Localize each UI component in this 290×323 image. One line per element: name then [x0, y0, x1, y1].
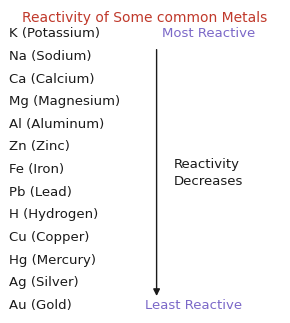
Text: Mg (Magnesium): Mg (Magnesium): [9, 95, 120, 108]
Text: Pb (Lead): Pb (Lead): [9, 186, 72, 199]
Text: Au (Gold): Au (Gold): [9, 299, 71, 312]
Text: Hg (Mercury): Hg (Mercury): [9, 254, 96, 266]
Text: Reactivity
Decreases: Reactivity Decreases: [174, 158, 243, 188]
Text: Na (Sodium): Na (Sodium): [9, 50, 91, 63]
Text: H (Hydrogen): H (Hydrogen): [9, 208, 98, 221]
Text: Ag (Silver): Ag (Silver): [9, 276, 78, 289]
Text: Most Reactive: Most Reactive: [162, 27, 256, 40]
Text: Al (Aluminum): Al (Aluminum): [9, 118, 104, 131]
Text: Cu (Copper): Cu (Copper): [9, 231, 89, 244]
Text: Zn (Zinc): Zn (Zinc): [9, 141, 70, 153]
Text: Reactivity of Some common Metals: Reactivity of Some common Metals: [22, 11, 268, 25]
Text: Ca (Calcium): Ca (Calcium): [9, 73, 94, 86]
Text: K (Potassium): K (Potassium): [9, 27, 100, 40]
Text: Least Reactive: Least Reactive: [145, 299, 242, 312]
Text: Fe (Iron): Fe (Iron): [9, 163, 64, 176]
